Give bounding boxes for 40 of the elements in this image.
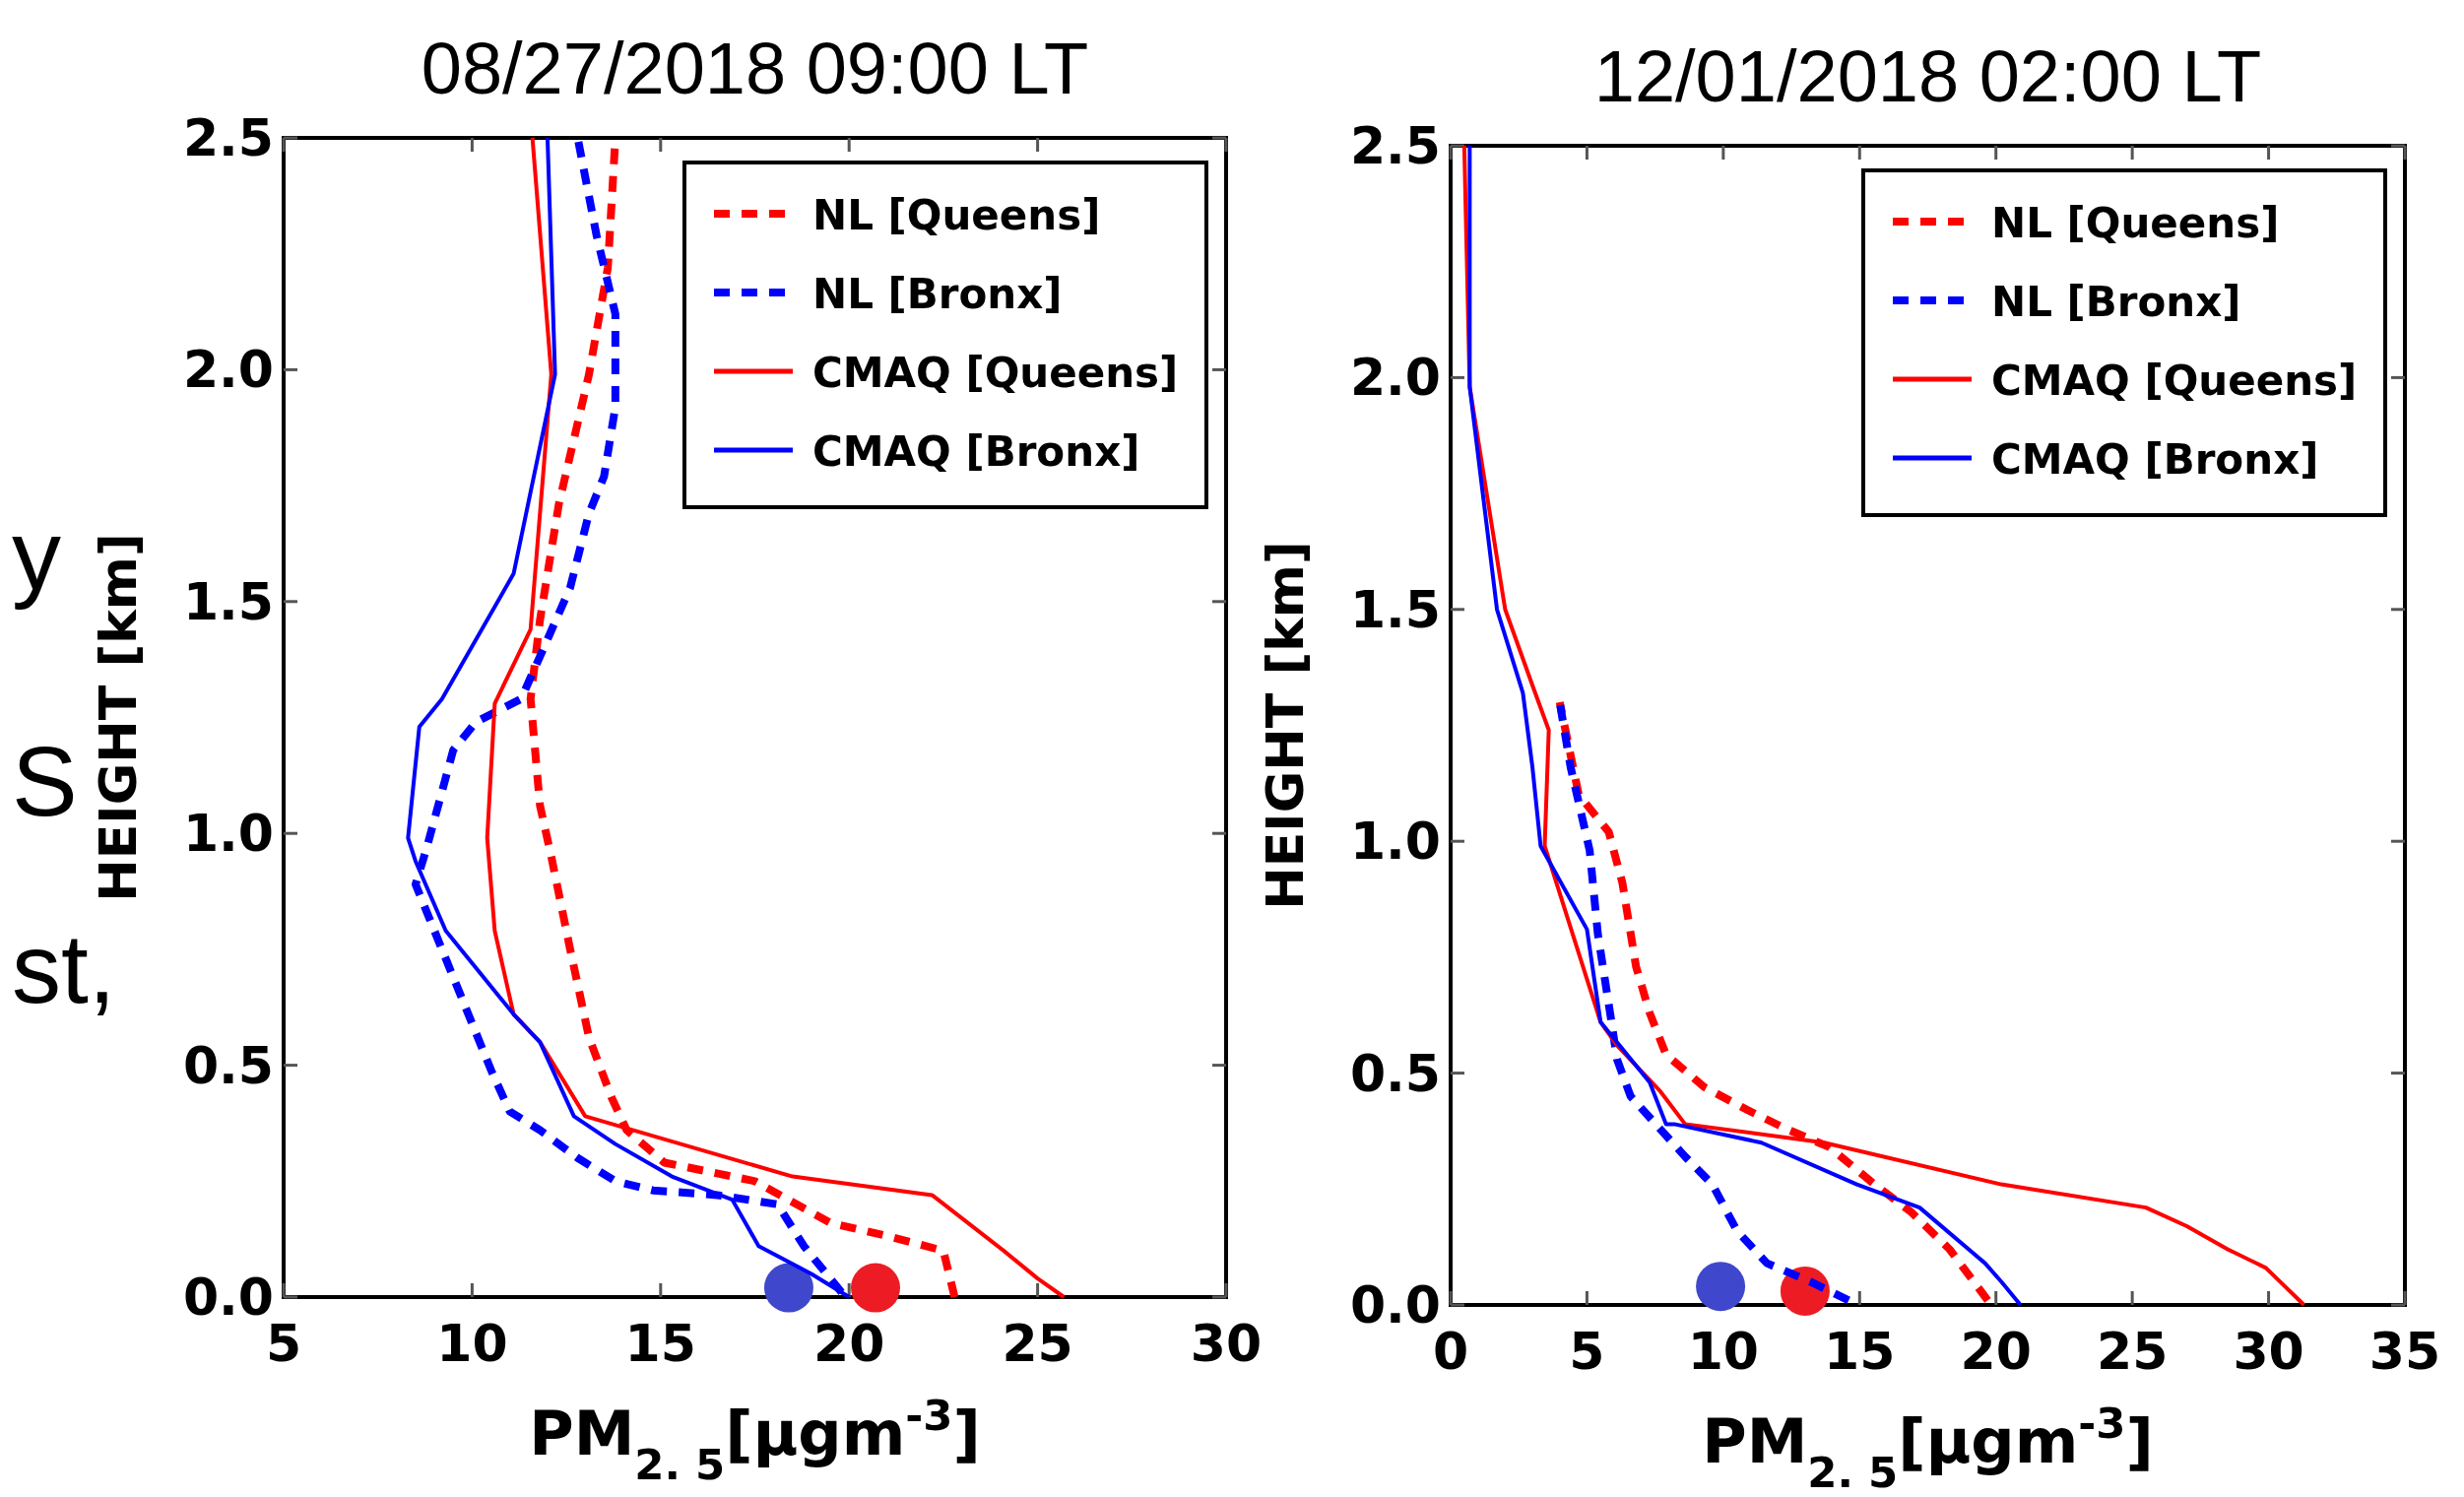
y-tick-label: 1.0 xyxy=(182,804,274,864)
y-tick-label: 2.0 xyxy=(182,340,274,400)
x-tick-label: 25 xyxy=(2096,1322,2169,1381)
text: st, xyxy=(12,913,116,1023)
legend-label: CMAQ [Queens] xyxy=(812,349,1179,397)
chart-title: 12/01/2018 02:00 LT xyxy=(1593,35,2262,117)
x-tick-label: 35 xyxy=(2368,1322,2441,1381)
legend-label: NL [Queens] xyxy=(812,191,1101,239)
y-axis-title: HEIGHT [km] xyxy=(1256,541,1315,910)
x-tick-label: 15 xyxy=(624,1314,696,1373)
legend-label: CMAQ [Queens] xyxy=(1991,357,2358,405)
x-tick-label: 25 xyxy=(1002,1314,1073,1373)
y-tick-label: 0.5 xyxy=(1349,1043,1441,1103)
x-tick-label: 5 xyxy=(1569,1322,1605,1381)
y-tick-label: 2.5 xyxy=(1349,116,1441,175)
x-tick-label: 30 xyxy=(2233,1322,2304,1381)
y-tick-label: 0.5 xyxy=(182,1035,274,1095)
text: y xyxy=(12,499,61,610)
legend-label: CMAQ [Bronx] xyxy=(812,427,1140,476)
y-tick-label: 2.0 xyxy=(1349,348,1441,408)
y-tick-label: 1.5 xyxy=(1349,579,1441,639)
x-tick-label: 5 xyxy=(265,1314,302,1373)
y-tick-label: 2.5 xyxy=(182,108,274,167)
legend-label: CMAQ [Bronx] xyxy=(1991,435,2319,484)
x-axis-title: PM$_{2. 5}$[μgm$^{-3}$] xyxy=(1702,1399,2154,1497)
x-tick-label: 15 xyxy=(1824,1322,1896,1381)
x-tick-label: 10 xyxy=(436,1314,508,1373)
x-tick-label: 10 xyxy=(1687,1322,1760,1381)
x-tick-label: 20 xyxy=(813,1314,885,1373)
x-axis-title: PM$_{2. 5}$[μgm$^{-3}$] xyxy=(529,1391,981,1489)
text: S xyxy=(12,726,78,836)
y-tick-label: 1.0 xyxy=(1349,812,1441,872)
y-tick-label: 1.5 xyxy=(182,571,274,631)
y-axis-title: HEIGHT [km] xyxy=(89,533,148,902)
legend-label: NL [Queens] xyxy=(1991,199,2280,247)
x-tick-label: 30 xyxy=(1190,1314,1263,1373)
legend-label: NL [Bronx] xyxy=(812,270,1063,318)
x-tick-label: 20 xyxy=(1960,1322,2032,1381)
chart-title: 08/27/2018 09:00 LT xyxy=(421,28,1089,109)
legend-label: NL [Bronx] xyxy=(1991,278,2241,326)
